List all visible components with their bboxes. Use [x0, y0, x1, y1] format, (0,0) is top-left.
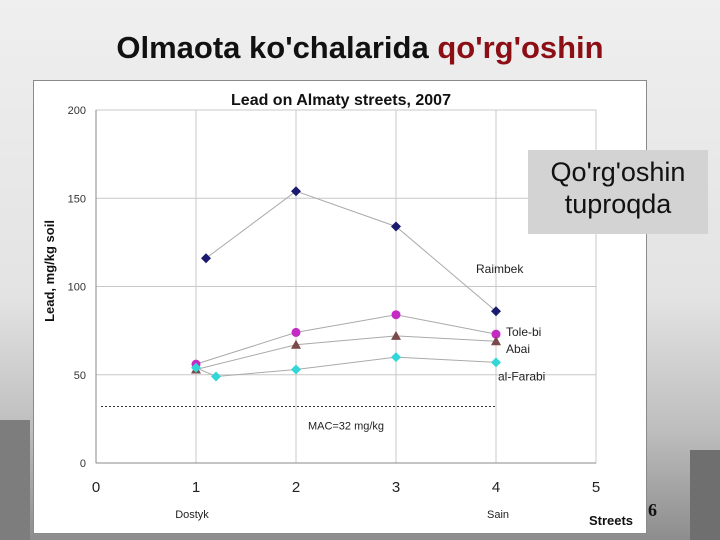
data-point [291, 364, 301, 375]
chart-title: Lead on Almaty streets, 2007 [231, 92, 451, 109]
x-tick-label: 0 [92, 479, 100, 496]
category-label: Dostyk [175, 509, 209, 521]
data-point [191, 362, 201, 373]
callout-line: tuproqda [564, 189, 672, 220]
data-point [201, 253, 211, 264]
callout-box: Qo'rg'oshin tuproqda [528, 150, 708, 234]
x-tick-label: 3 [392, 479, 400, 496]
x-tick-label: 4 [492, 479, 500, 496]
axes [95, 110, 596, 464]
series-label: Tole-bi [506, 325, 541, 339]
data-point [391, 352, 401, 363]
y-tick-label: 150 [68, 193, 86, 205]
mac-reference: MAC=32 mg/kg [101, 406, 496, 433]
series-line-tole-bi [195, 314, 497, 365]
x-axis-label: Streets [589, 513, 633, 528]
data-point [391, 221, 401, 232]
background-building [690, 450, 720, 540]
series-line-abai [195, 335, 497, 370]
lead-chart: 0 50 100 150 200 0 1 2 3 4 5 Dostyk Sain MAC=32 mg/k… [42, 92, 633, 528]
data-point [491, 357, 501, 368]
data-point [291, 186, 301, 197]
callout-line: Qo'rg'oshin [550, 157, 686, 187]
background-building [0, 420, 30, 540]
y-tick-label: 100 [68, 282, 86, 294]
y-axis-label: Lead, mg/kg soil [42, 220, 57, 322]
y-tick-label: 200 [68, 105, 86, 117]
series-line-al-farabi [195, 356, 497, 378]
series-label: al-Farabi [498, 369, 545, 383]
data-point [291, 339, 301, 349]
series-labels: Raimbek Tole-bi Abai al-Farabi [476, 262, 545, 383]
data-point [391, 330, 401, 340]
series-label: Abai [506, 342, 530, 356]
series [191, 186, 501, 382]
category-label: Sain [487, 509, 509, 521]
chart-frame: 0 50 100 150 200 0 1 2 3 4 5 Dostyk Sain MAC=32 mg/k… [33, 80, 647, 534]
x-tick-label: 1 [192, 479, 200, 496]
slide-title-main: Olmaota ko'chalarida [116, 30, 429, 65]
y-tick-label: 50 [74, 370, 86, 382]
data-point [391, 310, 401, 320]
slide-number: 6 [648, 500, 657, 520]
data-point [291, 327, 301, 337]
slide-title: Olmaota ko'chalarida qo'rg'oshin [0, 30, 720, 66]
x-tick-label: 5 [592, 479, 600, 496]
data-point [491, 329, 501, 339]
y-tick-label: 0 [80, 458, 86, 470]
data-point [491, 306, 501, 317]
data-point [211, 371, 221, 382]
tick-labels: 0 50 100 150 200 0 1 2 3 4 5 Dostyk Sain [68, 105, 601, 521]
series-label: Raimbek [476, 262, 524, 276]
mac-label: MAC=32 mg/kg [308, 421, 384, 433]
slide-title-accent: qo'rg'oshin [437, 30, 604, 65]
data-point [491, 336, 501, 346]
grid [95, 109, 597, 464]
x-tick-label: 2 [292, 479, 300, 496]
series-line-raimbek [205, 190, 497, 312]
